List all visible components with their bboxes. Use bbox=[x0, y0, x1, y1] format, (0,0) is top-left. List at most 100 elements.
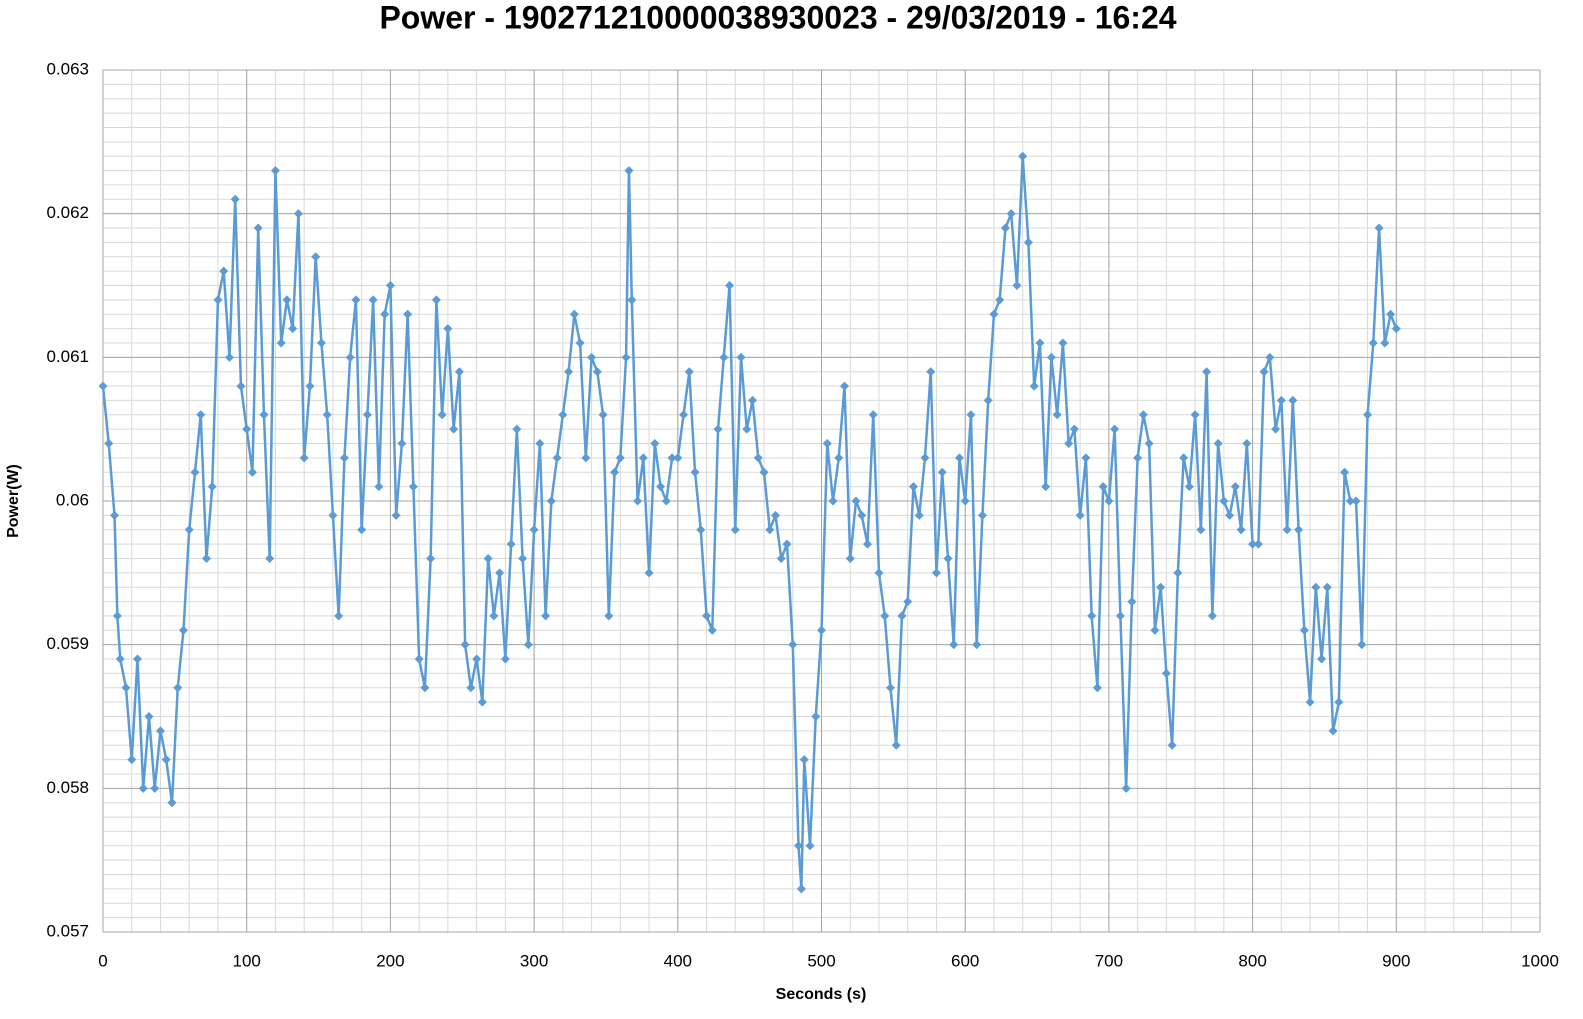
data-point bbox=[1075, 510, 1085, 520]
y-tick-label: 0.059 bbox=[46, 634, 89, 653]
data-point bbox=[1012, 281, 1022, 290]
data-point bbox=[167, 798, 177, 808]
data-point bbox=[1374, 223, 1384, 233]
data-point bbox=[1029, 381, 1039, 391]
data-point bbox=[339, 453, 349, 463]
data-point bbox=[834, 453, 844, 463]
data-point bbox=[624, 166, 634, 176]
data-point bbox=[558, 410, 568, 420]
data-point bbox=[196, 410, 206, 420]
data-point bbox=[546, 496, 556, 506]
data-point bbox=[1069, 424, 1079, 434]
data-point bbox=[288, 324, 298, 334]
data-point bbox=[794, 841, 804, 851]
data-point bbox=[604, 611, 614, 621]
data-point bbox=[771, 510, 781, 520]
data-point bbox=[1276, 395, 1286, 405]
data-point bbox=[535, 439, 545, 449]
data-point bbox=[977, 510, 987, 520]
data-point bbox=[1219, 496, 1229, 506]
data-point bbox=[989, 309, 999, 319]
data-point bbox=[702, 611, 712, 621]
data-point bbox=[311, 252, 321, 262]
data-point bbox=[236, 381, 246, 391]
data-point bbox=[1006, 209, 1016, 219]
data-point bbox=[178, 625, 188, 635]
x-tick-label: 800 bbox=[1238, 951, 1266, 970]
data-point bbox=[270, 166, 280, 176]
data-point bbox=[742, 424, 752, 434]
data-point bbox=[259, 410, 269, 420]
data-point bbox=[1150, 625, 1160, 635]
data-point bbox=[1282, 525, 1292, 535]
data-point bbox=[1294, 525, 1304, 535]
data-point bbox=[276, 338, 286, 348]
data-point bbox=[1391, 324, 1401, 334]
data-point bbox=[1144, 439, 1154, 449]
data-point bbox=[121, 683, 131, 693]
data-point bbox=[920, 453, 930, 463]
data-point bbox=[1357, 640, 1367, 650]
data-point bbox=[374, 482, 384, 492]
data-point bbox=[581, 453, 591, 463]
x-tick-label: 400 bbox=[664, 951, 692, 970]
data-point bbox=[1035, 338, 1045, 348]
data-point bbox=[719, 352, 729, 362]
data-point bbox=[862, 539, 872, 549]
data-point bbox=[1018, 151, 1028, 161]
y-tick-label: 0.06 bbox=[56, 490, 89, 509]
data-point bbox=[759, 467, 769, 477]
data-point bbox=[1225, 510, 1235, 520]
data-point bbox=[1242, 439, 1252, 449]
data-point bbox=[1305, 697, 1315, 707]
data-point bbox=[112, 611, 122, 621]
data-point bbox=[1230, 482, 1240, 492]
data-point bbox=[908, 482, 918, 492]
data-point bbox=[1213, 439, 1223, 449]
data-point bbox=[1253, 539, 1263, 549]
data-point bbox=[972, 640, 982, 650]
data-point bbox=[673, 453, 683, 463]
data-point bbox=[931, 568, 941, 578]
data-point bbox=[1127, 597, 1137, 607]
data-point bbox=[144, 712, 154, 721]
data-point bbox=[305, 381, 315, 391]
data-point bbox=[512, 424, 522, 434]
data-point bbox=[500, 654, 510, 664]
data-point bbox=[891, 740, 901, 750]
data-point bbox=[966, 410, 976, 420]
data-point bbox=[983, 395, 993, 405]
data-point bbox=[1236, 525, 1246, 535]
data-point bbox=[638, 453, 648, 463]
y-tick-label: 0.063 bbox=[46, 59, 89, 78]
data-point bbox=[362, 410, 372, 420]
data-point bbox=[1207, 611, 1217, 621]
data-point bbox=[299, 453, 309, 463]
data-point bbox=[575, 338, 585, 348]
data-point bbox=[1156, 582, 1166, 592]
data-point bbox=[949, 640, 959, 650]
data-point bbox=[265, 553, 275, 563]
data-point bbox=[161, 755, 171, 765]
data-point bbox=[1311, 582, 1321, 592]
data-point bbox=[650, 439, 660, 449]
data-point bbox=[489, 611, 499, 621]
data-point bbox=[345, 352, 355, 362]
data-point bbox=[736, 352, 746, 362]
data-point bbox=[523, 640, 533, 650]
data-point bbox=[903, 597, 913, 607]
data-point bbox=[1368, 338, 1378, 348]
data-point bbox=[1052, 410, 1062, 420]
data-point bbox=[679, 410, 689, 420]
data-point bbox=[426, 553, 436, 563]
data-point bbox=[1248, 539, 1258, 549]
data-point bbox=[805, 841, 815, 851]
x-tick-label: 0 bbox=[98, 951, 107, 970]
data-point bbox=[1161, 668, 1171, 678]
data-point bbox=[1167, 740, 1177, 750]
data-point bbox=[1380, 338, 1390, 348]
data-point bbox=[1138, 410, 1148, 420]
data-point bbox=[529, 525, 539, 535]
data-point bbox=[713, 424, 723, 434]
